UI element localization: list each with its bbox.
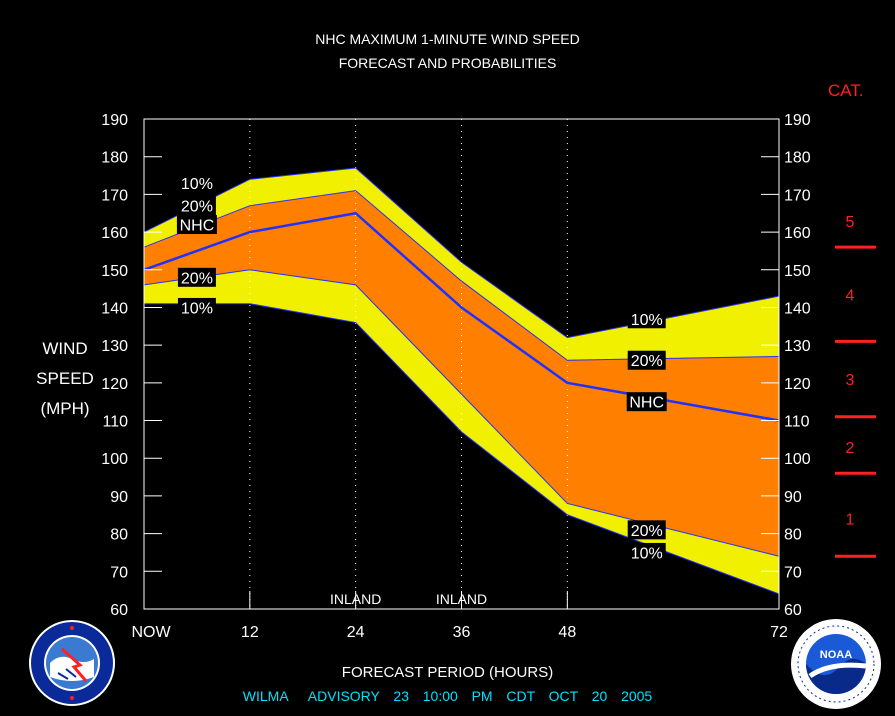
y-tick-label-right: 100 xyxy=(784,451,811,468)
noaa-logo: NOAA xyxy=(791,619,881,709)
y-tick-label-left: 110 xyxy=(102,414,128,431)
category-scale-title: CAT. xyxy=(828,81,864,100)
y-tick-label-left: 140 xyxy=(101,300,128,317)
y-tick-label-right: 110 xyxy=(784,414,810,431)
y-tick-label-right: 60 xyxy=(784,602,802,619)
series-label: 10% xyxy=(181,300,213,317)
series-label-box xyxy=(177,196,216,216)
y-tick-label-right: 80 xyxy=(784,527,802,544)
x-tick-label: 72 xyxy=(770,624,788,641)
series-line-1 xyxy=(143,190,780,361)
x-tick-label: 24 xyxy=(347,624,365,641)
series-label-box xyxy=(176,215,217,235)
y-tick-label-right: 160 xyxy=(784,225,811,242)
y-tick-label-right: 140 xyxy=(784,300,811,317)
y-tick-label-left: 60 xyxy=(110,602,128,619)
y-tick-label-right: 170 xyxy=(784,187,811,204)
chart-subtitle: FORECAST AND PROBABILITIES xyxy=(338,55,557,71)
series-label-box xyxy=(626,392,667,412)
series-label-box xyxy=(627,542,666,562)
y-tick-label-left: 130 xyxy=(101,338,128,355)
series-label: NHC xyxy=(629,395,664,412)
series-line-0 xyxy=(143,167,780,339)
series-label: 10% xyxy=(631,545,663,562)
y-tick-label-right: 70 xyxy=(784,564,802,581)
y-tick-label-right: 190 xyxy=(784,112,811,129)
x-tick-label: 36 xyxy=(453,624,471,641)
y-tick-label-right: 130 xyxy=(784,338,811,355)
series-label-box xyxy=(627,350,666,370)
x-tick-label: 12 xyxy=(241,624,259,641)
y-tick-label-left: 190 xyxy=(101,112,128,129)
x-tick-label: 48 xyxy=(558,624,576,641)
series-label-box xyxy=(177,173,216,193)
x-tick-label: NOW xyxy=(131,624,171,641)
series-label: 10% xyxy=(181,176,213,193)
series-line-3 xyxy=(143,269,780,557)
series-line-4 xyxy=(144,303,780,595)
series-label: 20% xyxy=(631,523,663,540)
series-label: 20% xyxy=(181,199,213,216)
y-tick-label-left: 170 xyxy=(101,187,128,204)
x-axis-label: FORECAST PERIOD (HOURS) xyxy=(341,664,554,681)
chart-title: NHC MAXIMUM 1-MINUTE WIND SPEED xyxy=(315,31,580,47)
y-tick-label-left: 100 xyxy=(101,451,128,468)
category-label: 4 xyxy=(846,287,855,304)
category-label: 2 xyxy=(846,440,855,457)
y-tick-label-left: 160 xyxy=(101,225,128,242)
category-label: 1 xyxy=(846,512,855,529)
series-label-box xyxy=(627,309,666,329)
series-label: NHC xyxy=(180,218,215,235)
series-label: 10% xyxy=(631,312,663,329)
y-tick-label-left: 80 xyxy=(110,527,128,544)
y-axis-label-line-1: WIND xyxy=(42,339,88,358)
y-tick-label-right: 90 xyxy=(784,489,802,506)
series-label: 20% xyxy=(181,270,213,287)
y-axis-label-line-2: SPEED xyxy=(36,369,94,388)
y-tick-label-left: 150 xyxy=(101,263,128,280)
y-tick-label-right: 180 xyxy=(784,150,811,167)
y-tick-label-right: 150 xyxy=(784,263,811,280)
y-tick-label-right: 120 xyxy=(784,376,811,393)
series-label: 20% xyxy=(631,353,663,370)
y-tick-label-left: 120 xyxy=(101,376,128,393)
advisory-line: WILMA ADVISORY 23 10:00 PM CDT OCT 20 20… xyxy=(242,688,653,704)
series-label-box xyxy=(177,297,216,317)
series-line-nhc xyxy=(143,211,780,422)
series-label-box xyxy=(627,520,666,540)
y-axis-label-line-3: (MPH) xyxy=(40,399,90,418)
y-tick-label-left: 90 xyxy=(110,489,128,506)
y-tick-label-left: 70 xyxy=(110,564,128,581)
national-weather-service-logo xyxy=(29,620,115,706)
y-tick-label-left: 180 xyxy=(101,150,128,167)
band-20-percent xyxy=(144,190,779,557)
svg-text:NOAA: NOAA xyxy=(820,649,852,661)
series-label-box xyxy=(177,267,216,287)
category-label: 5 xyxy=(846,214,855,231)
category-label: 3 xyxy=(846,372,855,389)
